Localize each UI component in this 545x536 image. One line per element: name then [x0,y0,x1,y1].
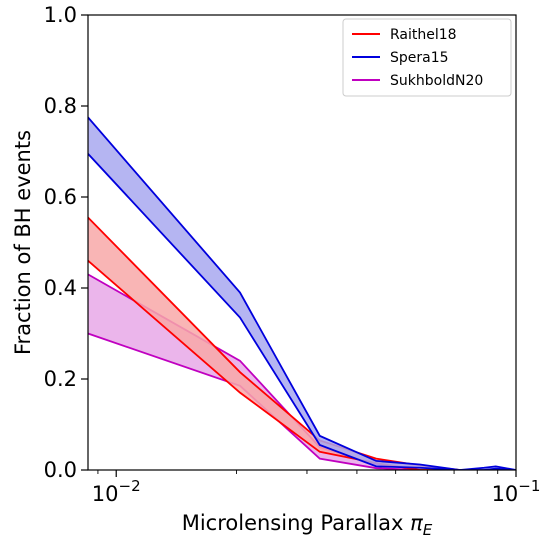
y-tick-label: 0.4 [44,276,77,300]
spera15-upper-line [88,116,516,470]
legend: Raithel18 Spera15 SukhboldN20 [342,18,512,97]
x-axis: 10−2 10−1 [92,470,541,506]
y-tick-label: 0.8 [44,94,77,118]
y-tick-label: 0.6 [44,185,77,209]
plot-frame [87,14,517,471]
y-axis-label: Fraction of BH events [11,130,35,355]
x-tick-label: 10−1 [492,477,541,506]
x-axis-label: Microlensing Parallax πE [182,511,433,536]
y-tick-label: 0.2 [44,367,77,391]
y-tick-label: 0.0 [44,458,77,482]
raithel18-lower-line [88,260,516,470]
spera15-lower-line [88,153,516,470]
y-axis: 0.0 0.2 0.4 0.6 0.8 1.0 [44,3,88,482]
legend-label: Spera15 [390,50,449,66]
x-axis-label-text: Microlensing Parallax [182,511,410,535]
legend-label: Raithel18 [390,27,457,43]
y-tick-label: 1.0 [44,3,77,27]
x-axis-label-symbol: π [410,511,423,535]
legend-label: SukhboldN20 [390,73,483,89]
x-tick-label: 10−2 [92,477,141,506]
x-axis-label-subscript: E [423,521,433,536]
series-layer [88,116,516,470]
legend-box [342,18,512,97]
